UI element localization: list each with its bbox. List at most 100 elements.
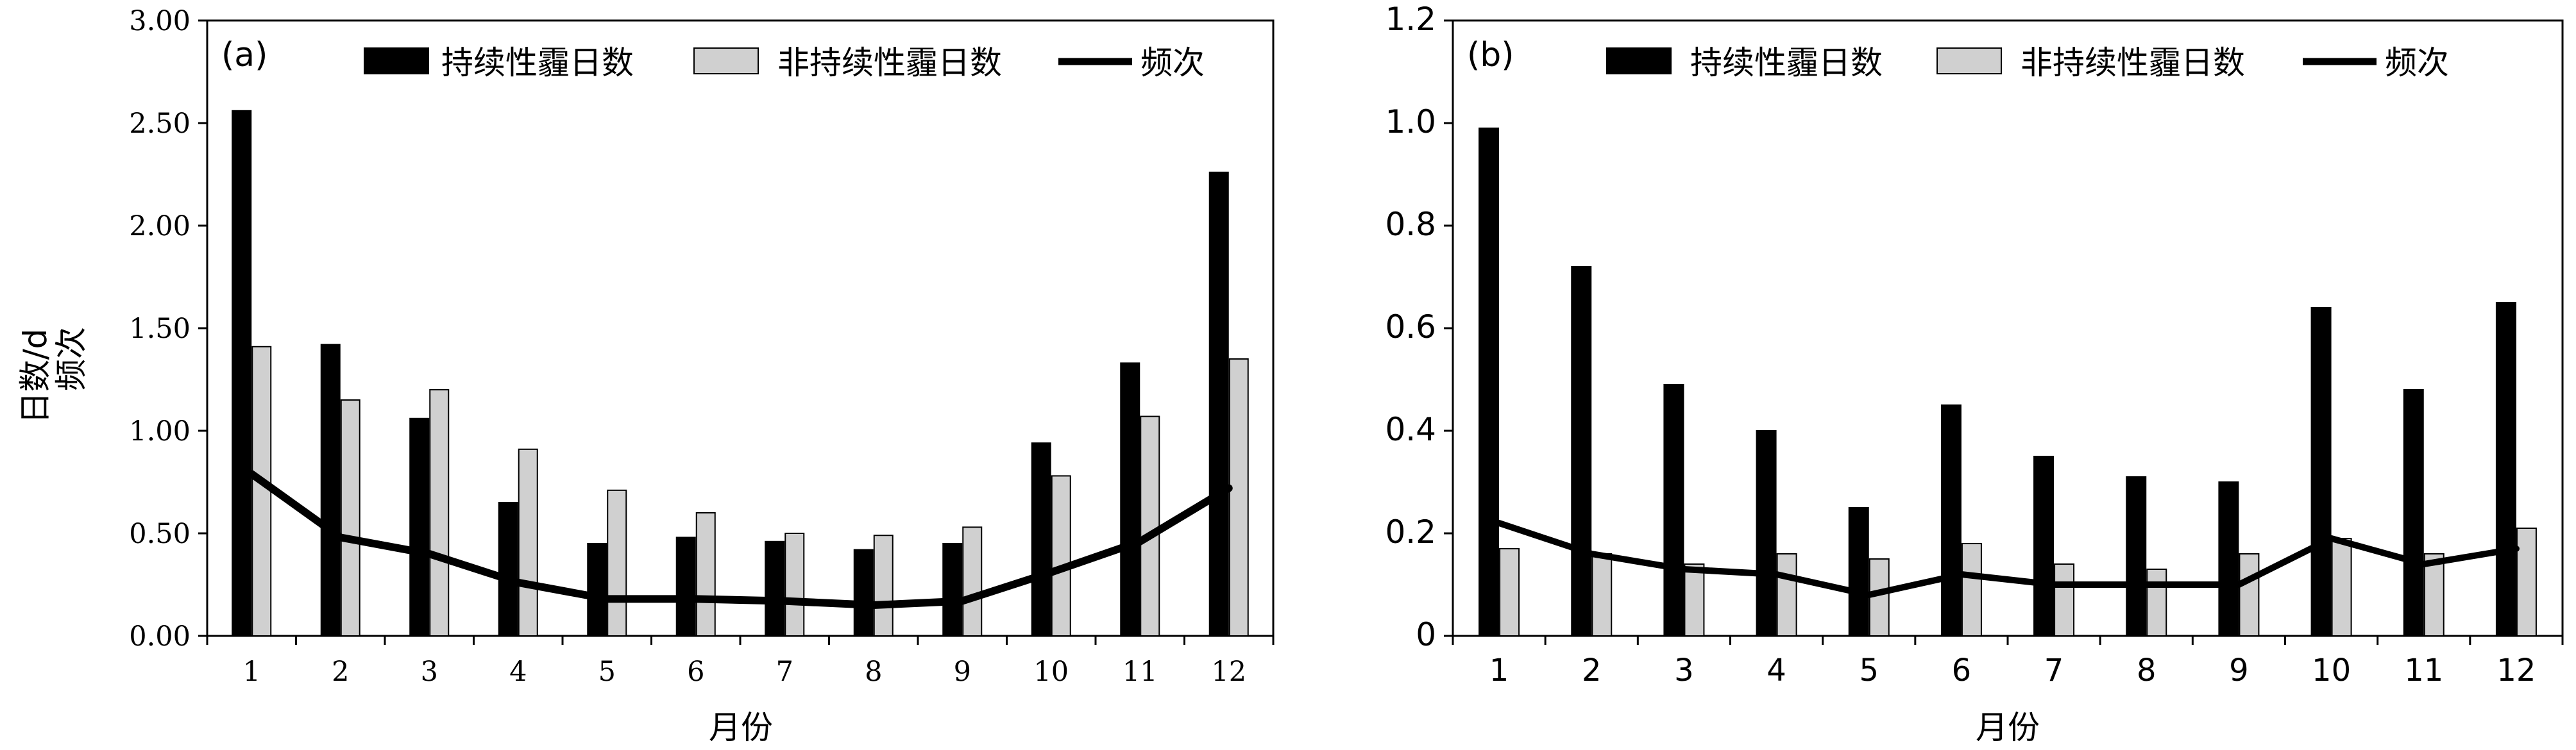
bar-nonpersistent-a [1051, 475, 1071, 637]
bar-nonpersistent-a [1140, 415, 1160, 637]
panel-label-a: (a) [221, 36, 267, 74]
bar-persistent-b [2218, 481, 2239, 637]
bar-persistent-a [409, 417, 430, 637]
bar-persistent-b [2126, 476, 2147, 637]
y-axis-b: 0 0.2 0.4 0.6 0.8 1.0 1.2 [1385, 1, 1453, 653]
bar-nonpersistent-a [1228, 358, 1249, 637]
legend-a: 持续性霾日数 非持续性霾日数 频次 [364, 44, 1205, 81]
y-tick-label-b: 1.0 [1385, 103, 1436, 140]
x-tick-label-b: 12 [2496, 653, 2536, 688]
bar-nonpersistent-a [251, 346, 272, 637]
legend-swatch-nonpersistent-a [693, 47, 759, 74]
bar-persistent-b [2310, 307, 2332, 637]
y-tick-label-a: 1.00 [129, 415, 191, 447]
y-tick-label-b: 0.8 [1385, 206, 1436, 243]
y-tick-label-a: 1.50 [129, 313, 191, 345]
bar-nonpersistent-a [429, 389, 450, 637]
x-tick-label-a: 8 [865, 656, 882, 688]
bar-nonpersistent-a [340, 399, 360, 637]
bar-persistent-b [1848, 507, 1869, 637]
bar-nonpersistent-b [2423, 553, 2445, 637]
y-tick-label-a: 0.50 [129, 518, 191, 550]
bar-nonpersistent-b [1499, 548, 1520, 637]
bar-persistent-a [1208, 171, 1229, 637]
bar-nonpersistent-b [1776, 553, 1797, 637]
bar-persistent-a [232, 110, 252, 637]
bar-persistent-a [1120, 362, 1140, 637]
x-tick-label-a: 12 [1211, 656, 1246, 688]
bar-persistent-b [1940, 404, 1962, 637]
y-axis-title-a-line1: 日数/d [17, 329, 54, 424]
bar-persistent-b [2403, 389, 2424, 637]
legend-label-nonpersistent-a: 非持续性霾日数 [777, 44, 1002, 81]
legend-label-persistent-a: 持续性霾日数 [441, 44, 634, 81]
y-tick-label-a: 2.00 [129, 210, 191, 242]
bar-persistent-a [675, 537, 696, 637]
x-tick-label-b: 5 [1859, 653, 1879, 688]
legend-b: 持续性霾日数 非持续性霾日数 频次 [1606, 44, 2449, 81]
bar-persistent-b [1756, 430, 1777, 637]
legend-swatch-persistent-a [364, 47, 429, 74]
y-axis-title-a-line2: 频次 [53, 327, 90, 391]
bar-nonpersistent-b [1961, 543, 1982, 637]
bar-nonpersistent-a [607, 489, 627, 637]
legend-swatch-nonpersistent-b [1936, 47, 2002, 74]
bar-persistent-a [587, 543, 607, 637]
x-tick-label-b: 10 [2312, 653, 2351, 688]
x-tick-label-b: 2 [1582, 653, 1602, 688]
x-tick-label-b: 3 [1674, 653, 1694, 688]
x-tick-label-a: 3 [421, 656, 438, 688]
legend-swatch-persistent-b [1606, 47, 1672, 74]
frequency-line-path-a [248, 470, 1233, 609]
bar-nonpersistent-a [695, 512, 716, 637]
x-tick-label-b: 6 [1952, 653, 1972, 688]
y-tick-label-b: 0.4 [1385, 411, 1436, 448]
bar-nonpersistent-b [1591, 553, 1613, 637]
plot-frame-b [1452, 19, 2564, 637]
y-tick-label-b: 0.6 [1385, 308, 1436, 346]
y-tick-label-a: 3.00 [129, 5, 191, 37]
panel-b: 00.20.40.60.81.01.2 1 2 3 4 5 6 7 8 9 10 11 12 (b) … [1385, 1, 2564, 746]
panel-a: 0.000.501.001.502.002.503.00 1 2 3 4 5 6 7 8 9 10… [17, 5, 1275, 746]
bar-nonpersistent-b [2239, 553, 2260, 637]
x-axis-title-b: 月份 [1976, 709, 2040, 746]
bar-persistent-a [498, 502, 518, 637]
bar-persistent-b [2495, 302, 2516, 637]
x-axis-b: 1 2 3 4 5 6 7 8 9 10 11 12 [1452, 636, 2564, 688]
bar-persistent-b [1571, 266, 1592, 637]
bar-nonpersistent-b [2516, 528, 2537, 637]
x-tick-label-b: 8 [2137, 653, 2157, 688]
y-tick-label-b: 0 [1416, 616, 1436, 653]
panel-label-b: (b) [1467, 36, 1514, 74]
frequency-line-b [1496, 520, 2520, 598]
bars-a [232, 110, 1249, 637]
x-tick-label-b: 11 [2404, 653, 2443, 688]
bar-nonpersistent-a [873, 535, 894, 637]
x-tick-label-a: 6 [687, 656, 704, 688]
x-tick-label-a: 11 [1123, 656, 1158, 688]
frequency-line-path-b [1496, 520, 2520, 598]
x-tick-label-b: 7 [2044, 653, 2064, 688]
y-tick-label-a: 2.50 [129, 108, 191, 140]
bar-nonpersistent-a [784, 533, 805, 637]
x-tick-label-a: 4 [509, 656, 527, 688]
bar-nonpersistent-a [962, 526, 983, 637]
x-axis-title-a: 月份 [709, 709, 773, 746]
legend-label-persistent-b: 持续性霾日数 [1690, 44, 1883, 81]
y-axis-a: 0.00 0.50 1.00 1.50 2.00 2.50 3.00 [129, 5, 207, 653]
x-tick-label-b: 1 [1489, 653, 1509, 688]
x-tick-label-a: 2 [332, 656, 349, 688]
bar-persistent-a [942, 543, 963, 637]
x-tick-label-a: 1 [243, 656, 260, 688]
bar-nonpersistent-b [1868, 558, 1890, 637]
bars-b [1479, 128, 2537, 637]
x-tick-label-a: 10 [1033, 656, 1069, 688]
x-tick-label-a: 9 [954, 656, 971, 688]
bar-nonpersistent-b [1684, 563, 1705, 637]
bar-nonpersistent-a [518, 448, 538, 637]
y-tick-label-b: 0.2 [1385, 513, 1436, 551]
legend-label-frequency-b: 频次 [2385, 44, 2449, 81]
y-tick-label-a: 0.00 [129, 621, 191, 653]
x-tick-label-b: 4 [1767, 653, 1786, 688]
